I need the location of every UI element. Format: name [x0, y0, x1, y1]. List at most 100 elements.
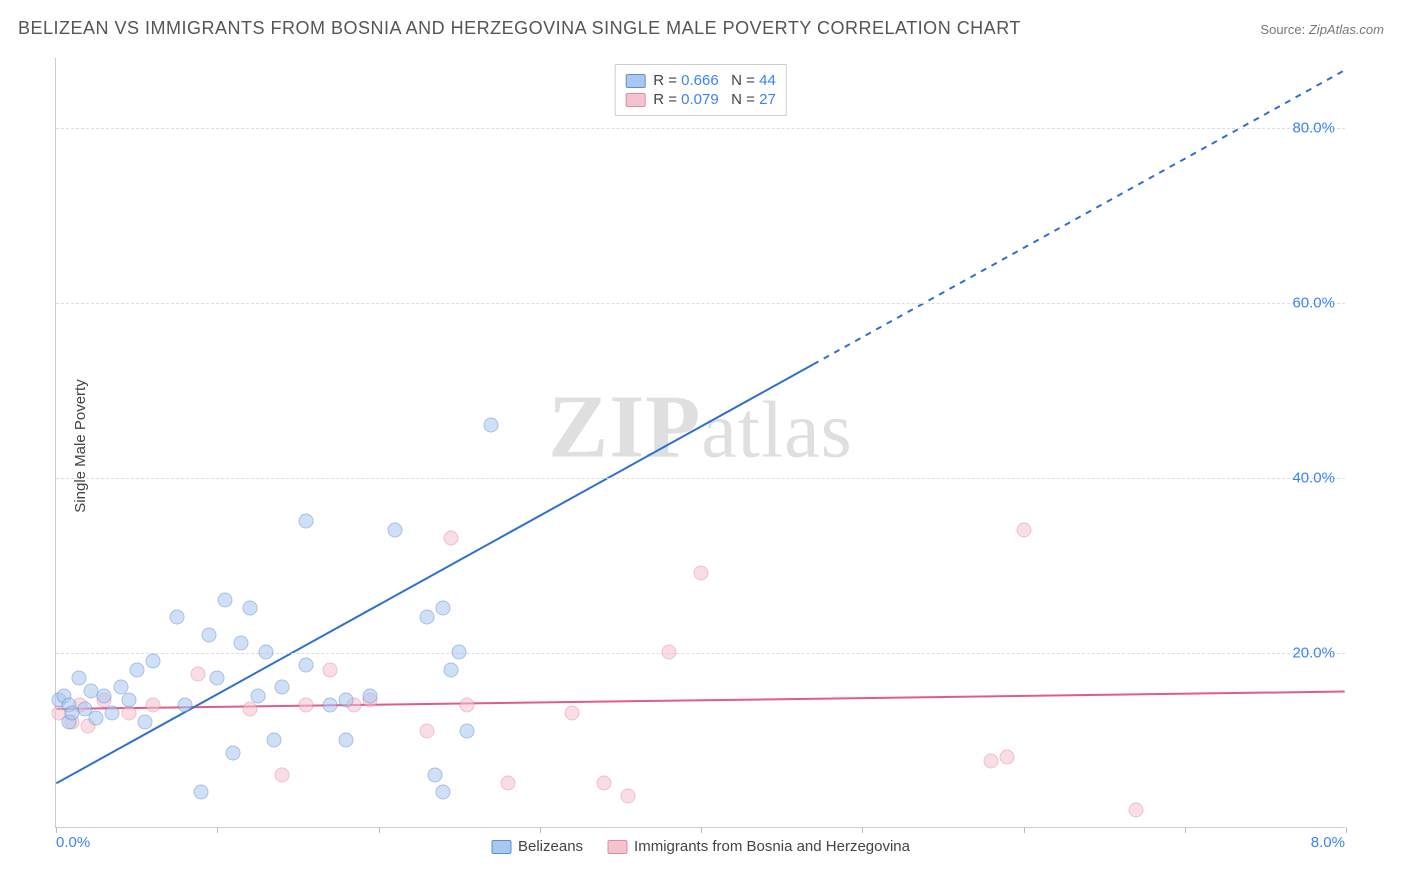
data-point-belizeans [274, 680, 289, 695]
data-point-bosnia [984, 754, 999, 769]
data-point-bosnia [419, 723, 434, 738]
data-point-belizeans [218, 592, 233, 607]
data-point-belizeans [202, 627, 217, 642]
legend-item-bosnia: Immigrants from Bosnia and Herzegovina [607, 838, 910, 855]
x-tick-mark [1024, 827, 1025, 833]
n-label: N = [719, 72, 759, 89]
data-point-belizeans [145, 653, 160, 668]
swatch-bosnia [625, 93, 645, 107]
x-tick-mark [379, 827, 380, 833]
data-point-belizeans [298, 658, 313, 673]
data-point-belizeans [71, 671, 86, 686]
legend-item-belizeans: Belizeans [491, 838, 583, 855]
data-point-belizeans [105, 706, 120, 721]
data-point-belizeans [323, 697, 338, 712]
legend-row-bosnia: R = 0.079 N = 27 [625, 91, 776, 108]
trend-line [813, 70, 1344, 364]
x-tick-mark [1346, 827, 1347, 833]
data-point-belizeans [97, 688, 112, 703]
source-value: ZipAtlas.com [1309, 22, 1384, 37]
data-point-belizeans [234, 636, 249, 651]
data-point-belizeans [194, 785, 209, 800]
y-tick-label: 40.0% [1292, 470, 1335, 487]
data-point-bosnia [274, 767, 289, 782]
data-point-belizeans [363, 688, 378, 703]
data-point-belizeans [121, 693, 136, 708]
watermark: ZIPatlas [548, 376, 853, 479]
data-point-belizeans [419, 610, 434, 625]
r-label: R = [653, 91, 681, 108]
x-tick-mark [862, 827, 863, 833]
data-point-belizeans [210, 671, 225, 686]
data-point-bosnia [621, 789, 636, 804]
r-value: 0.666 [681, 72, 719, 89]
data-point-bosnia [242, 701, 257, 716]
series-label: Immigrants from Bosnia and Herzegovina [634, 838, 910, 855]
x-tick-max: 8.0% [1311, 834, 1345, 851]
gridline [56, 303, 1345, 304]
legend-series: Belizeans Immigrants from Bosnia and Her… [491, 838, 910, 855]
data-point-belizeans [436, 785, 451, 800]
data-point-bosnia [1016, 522, 1031, 537]
data-point-belizeans [266, 732, 281, 747]
source-attribution: Source: ZipAtlas.com [1260, 22, 1384, 37]
data-point-belizeans [339, 732, 354, 747]
data-point-belizeans [460, 723, 475, 738]
data-point-bosnia [1129, 802, 1144, 817]
y-tick-label: 80.0% [1292, 120, 1335, 137]
swatch-belizeans [625, 74, 645, 88]
n-label: N = [719, 91, 759, 108]
data-point-bosnia [694, 566, 709, 581]
data-point-belizeans [137, 715, 152, 730]
data-point-belizeans [427, 767, 442, 782]
data-point-bosnia [460, 697, 475, 712]
data-point-bosnia [597, 776, 612, 791]
gridline [56, 478, 1345, 479]
data-point-bosnia [1000, 750, 1015, 765]
n-value: 44 [759, 72, 776, 89]
x-tick-mark [701, 827, 702, 833]
data-point-belizeans [226, 745, 241, 760]
gridline [56, 653, 1345, 654]
data-point-belizeans [339, 693, 354, 708]
data-point-belizeans [436, 601, 451, 616]
data-point-belizeans [298, 513, 313, 528]
data-point-belizeans [178, 697, 193, 712]
data-point-bosnia [190, 666, 205, 681]
data-point-belizeans [444, 662, 459, 677]
data-point-bosnia [500, 776, 515, 791]
y-tick-label: 20.0% [1292, 645, 1335, 662]
y-tick-label: 60.0% [1292, 295, 1335, 312]
data-point-belizeans [452, 645, 467, 660]
x-tick-mark [540, 827, 541, 833]
series-label: Belizeans [518, 838, 583, 855]
swatch-bosnia [607, 840, 627, 854]
r-value: 0.079 [681, 91, 719, 108]
data-point-bosnia [121, 706, 136, 721]
data-point-bosnia [298, 697, 313, 712]
gridline [56, 128, 1345, 129]
data-point-bosnia [565, 706, 580, 721]
x-tick-min: 0.0% [56, 834, 90, 851]
x-tick-mark [217, 827, 218, 833]
data-point-bosnia [323, 662, 338, 677]
data-point-belizeans [89, 710, 104, 725]
data-point-belizeans [387, 522, 402, 537]
legend-correlation: R = 0.666 N = 44 R = 0.079 N = 27 [614, 64, 787, 116]
data-point-belizeans [169, 610, 184, 625]
n-value: 27 [759, 91, 776, 108]
x-tick-mark [56, 827, 57, 833]
r-label: R = [653, 72, 681, 89]
scatter-plot-area: ZIPatlas R = 0.666 N = 44 R = 0.079 N = … [55, 58, 1345, 828]
data-point-bosnia [444, 531, 459, 546]
data-point-belizeans [250, 688, 265, 703]
data-point-bosnia [145, 697, 160, 712]
data-point-belizeans [258, 645, 273, 660]
data-point-belizeans [129, 662, 144, 677]
data-point-belizeans [484, 417, 499, 432]
swatch-belizeans [491, 840, 511, 854]
chart-title: BELIZEAN VS IMMIGRANTS FROM BOSNIA AND H… [18, 18, 1021, 39]
x-tick-mark [1185, 827, 1186, 833]
legend-row-belizeans: R = 0.666 N = 44 [625, 72, 776, 89]
data-point-bosnia [661, 645, 676, 660]
